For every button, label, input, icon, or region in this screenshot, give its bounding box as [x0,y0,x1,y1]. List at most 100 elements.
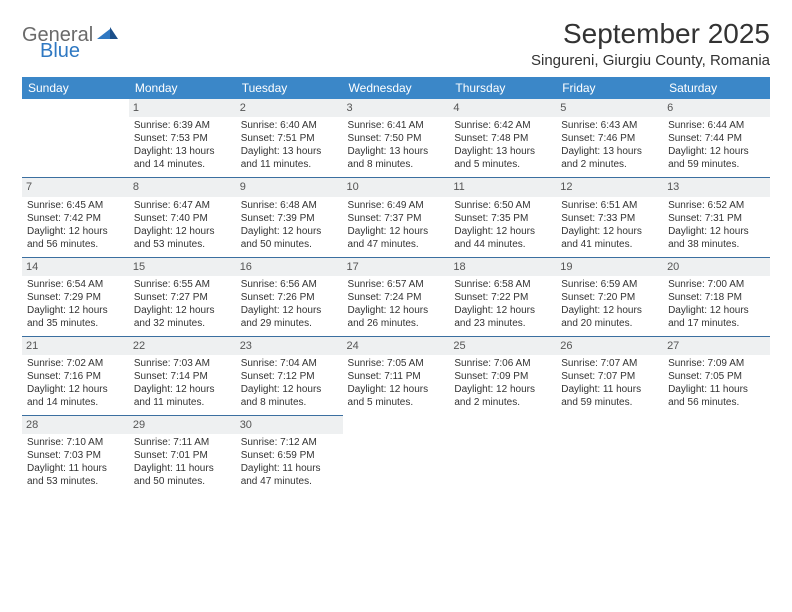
sunrise-text: Sunrise: 6:39 AM [134,119,231,132]
sunset-text: Sunset: 7:42 PM [27,212,124,225]
calendar-cell: 19Sunrise: 6:59 AMSunset: 7:20 PMDayligh… [556,257,663,336]
day-number: 6 [663,99,770,117]
sunrise-text: Sunrise: 6:54 AM [27,278,124,291]
calendar-cell: 18Sunrise: 6:58 AMSunset: 7:22 PMDayligh… [449,257,556,336]
sunrise-text: Sunrise: 6:59 AM [561,278,658,291]
sunset-text: Sunset: 7:51 PM [241,132,338,145]
daylight-text-2: and 47 minutes. [241,475,338,488]
sunset-text: Sunset: 7:20 PM [561,291,658,304]
title-block: September 2025 Singureni, Giurgiu County… [531,18,770,69]
daylight-text-2: and 2 minutes. [561,158,658,171]
day-number: 12 [556,178,663,196]
sunrise-text: Sunrise: 6:47 AM [134,199,231,212]
daylight-text-1: Daylight: 12 hours [27,304,124,317]
daylight-text-2: and 35 minutes. [27,317,124,330]
daylight-text-2: and 47 minutes. [348,238,445,251]
calendar-cell: 6Sunrise: 6:44 AMSunset: 7:44 PMDaylight… [663,99,770,178]
day-number: 18 [449,258,556,276]
day-number: 24 [343,337,450,355]
daylight-text-2: and 44 minutes. [454,238,551,251]
day-number: 28 [22,416,129,434]
daylight-text-2: and 59 minutes. [561,396,658,409]
calendar-cell: 4Sunrise: 6:42 AMSunset: 7:48 PMDaylight… [449,99,556,178]
sunset-text: Sunset: 7:37 PM [348,212,445,225]
daylight-text-1: Daylight: 12 hours [241,304,338,317]
sunset-text: Sunset: 7:40 PM [134,212,231,225]
sunrise-text: Sunrise: 7:12 AM [241,436,338,449]
calendar-row: 21Sunrise: 7:02 AMSunset: 7:16 PMDayligh… [22,336,770,415]
daylight-text-1: Daylight: 11 hours [561,383,658,396]
daylight-text-2: and 50 minutes. [241,238,338,251]
dayname-6: Saturday [663,77,770,99]
calendar-cell: 14Sunrise: 6:54 AMSunset: 7:29 PMDayligh… [22,257,129,336]
daylight-text-1: Daylight: 11 hours [134,462,231,475]
daylight-text-2: and 53 minutes. [27,475,124,488]
daylight-text-1: Daylight: 12 hours [668,304,765,317]
sunset-text: Sunset: 7:44 PM [668,132,765,145]
daylight-text-2: and 5 minutes. [348,396,445,409]
day-number: 1 [129,99,236,117]
daylight-text-1: Daylight: 12 hours [27,225,124,238]
daylight-text-1: Daylight: 12 hours [454,225,551,238]
sunset-text: Sunset: 7:24 PM [348,291,445,304]
daylight-text-1: Daylight: 12 hours [668,225,765,238]
sunset-text: Sunset: 7:39 PM [241,212,338,225]
day-number: 17 [343,258,450,276]
daylight-text-2: and 41 minutes. [561,238,658,251]
daylight-text-1: Daylight: 11 hours [27,462,124,475]
day-header-row: Sunday Monday Tuesday Wednesday Thursday… [22,77,770,99]
sunset-text: Sunset: 7:01 PM [134,449,231,462]
calendar-cell: 25Sunrise: 7:06 AMSunset: 7:09 PMDayligh… [449,336,556,415]
calendar-cell: 30 Sunrise: 7:12 AMSunset: 6:59 PMDayligh… [236,416,343,495]
calendar-cell: 26Sunrise: 7:07 AMSunset: 7:07 PMDayligh… [556,336,663,415]
calendar-cell [343,416,450,495]
sunset-text: Sunset: 6:59 PM [241,449,338,462]
day-number: 4 [449,99,556,117]
calendar-cell: 24Sunrise: 7:05 AMSunset: 7:11 PMDayligh… [343,336,450,415]
calendar-cell [556,416,663,495]
calendar-table: Sunday Monday Tuesday Wednesday Thursday… [22,77,770,494]
daylight-text-1: Daylight: 12 hours [348,383,445,396]
day-number: 25 [449,337,556,355]
calendar-cell: 16Sunrise: 6:56 AMSunset: 7:26 PMDayligh… [236,257,343,336]
day-number: 21 [22,337,129,355]
daylight-text-1: Daylight: 12 hours [561,304,658,317]
day-number: 22 [129,337,236,355]
calendar-cell: 9Sunrise: 6:48 AMSunset: 7:39 PMDaylight… [236,178,343,257]
calendar-cell: 22Sunrise: 7:03 AMSunset: 7:14 PMDayligh… [129,336,236,415]
logo-word-2: Blue [40,40,80,63]
daylight-text-2: and 29 minutes. [241,317,338,330]
daylight-text-2: and 8 minutes. [348,158,445,171]
daylight-text-2: and 11 minutes. [134,396,231,409]
daylight-text-1: Daylight: 11 hours [668,383,765,396]
sunset-text: Sunset: 7:09 PM [454,370,551,383]
sunset-text: Sunset: 7:35 PM [454,212,551,225]
daylight-text-1: Daylight: 11 hours [241,462,338,475]
day-number: 30 [236,416,343,434]
daylight-text-2: and 8 minutes. [241,396,338,409]
calendar-cell [449,416,556,495]
day-number: 16 [236,258,343,276]
daylight-text-2: and 59 minutes. [668,158,765,171]
day-number: 10 [343,178,450,196]
logo: General Blue [22,18,121,47]
sunrise-text: Sunrise: 6:52 AM [668,199,765,212]
header: General Blue September 2025 Singureni, G… [22,18,770,69]
sunrise-text: Sunrise: 6:41 AM [348,119,445,132]
sunrise-text: Sunrise: 6:55 AM [134,278,231,291]
dayname-5: Friday [556,77,663,99]
day-number: 29 [129,416,236,434]
daylight-text-1: Daylight: 13 hours [241,145,338,158]
daylight-text-2: and 56 minutes. [668,396,765,409]
sunrise-text: Sunrise: 7:07 AM [561,357,658,370]
calendar-row: 1Sunrise: 6:39 AMSunset: 7:53 PMDaylight… [22,99,770,178]
sunset-text: Sunset: 7:16 PM [27,370,124,383]
daylight-text-1: Daylight: 12 hours [241,225,338,238]
sunrise-text: Sunrise: 6:51 AM [561,199,658,212]
daylight-text-2: and 14 minutes. [134,158,231,171]
daylight-text-2: and 17 minutes. [668,317,765,330]
daylight-text-1: Daylight: 12 hours [241,383,338,396]
calendar-cell: 23Sunrise: 7:04 AMSunset: 7:12 PMDayligh… [236,336,343,415]
daylight-text-1: Daylight: 13 hours [134,145,231,158]
sunrise-text: Sunrise: 6:40 AM [241,119,338,132]
